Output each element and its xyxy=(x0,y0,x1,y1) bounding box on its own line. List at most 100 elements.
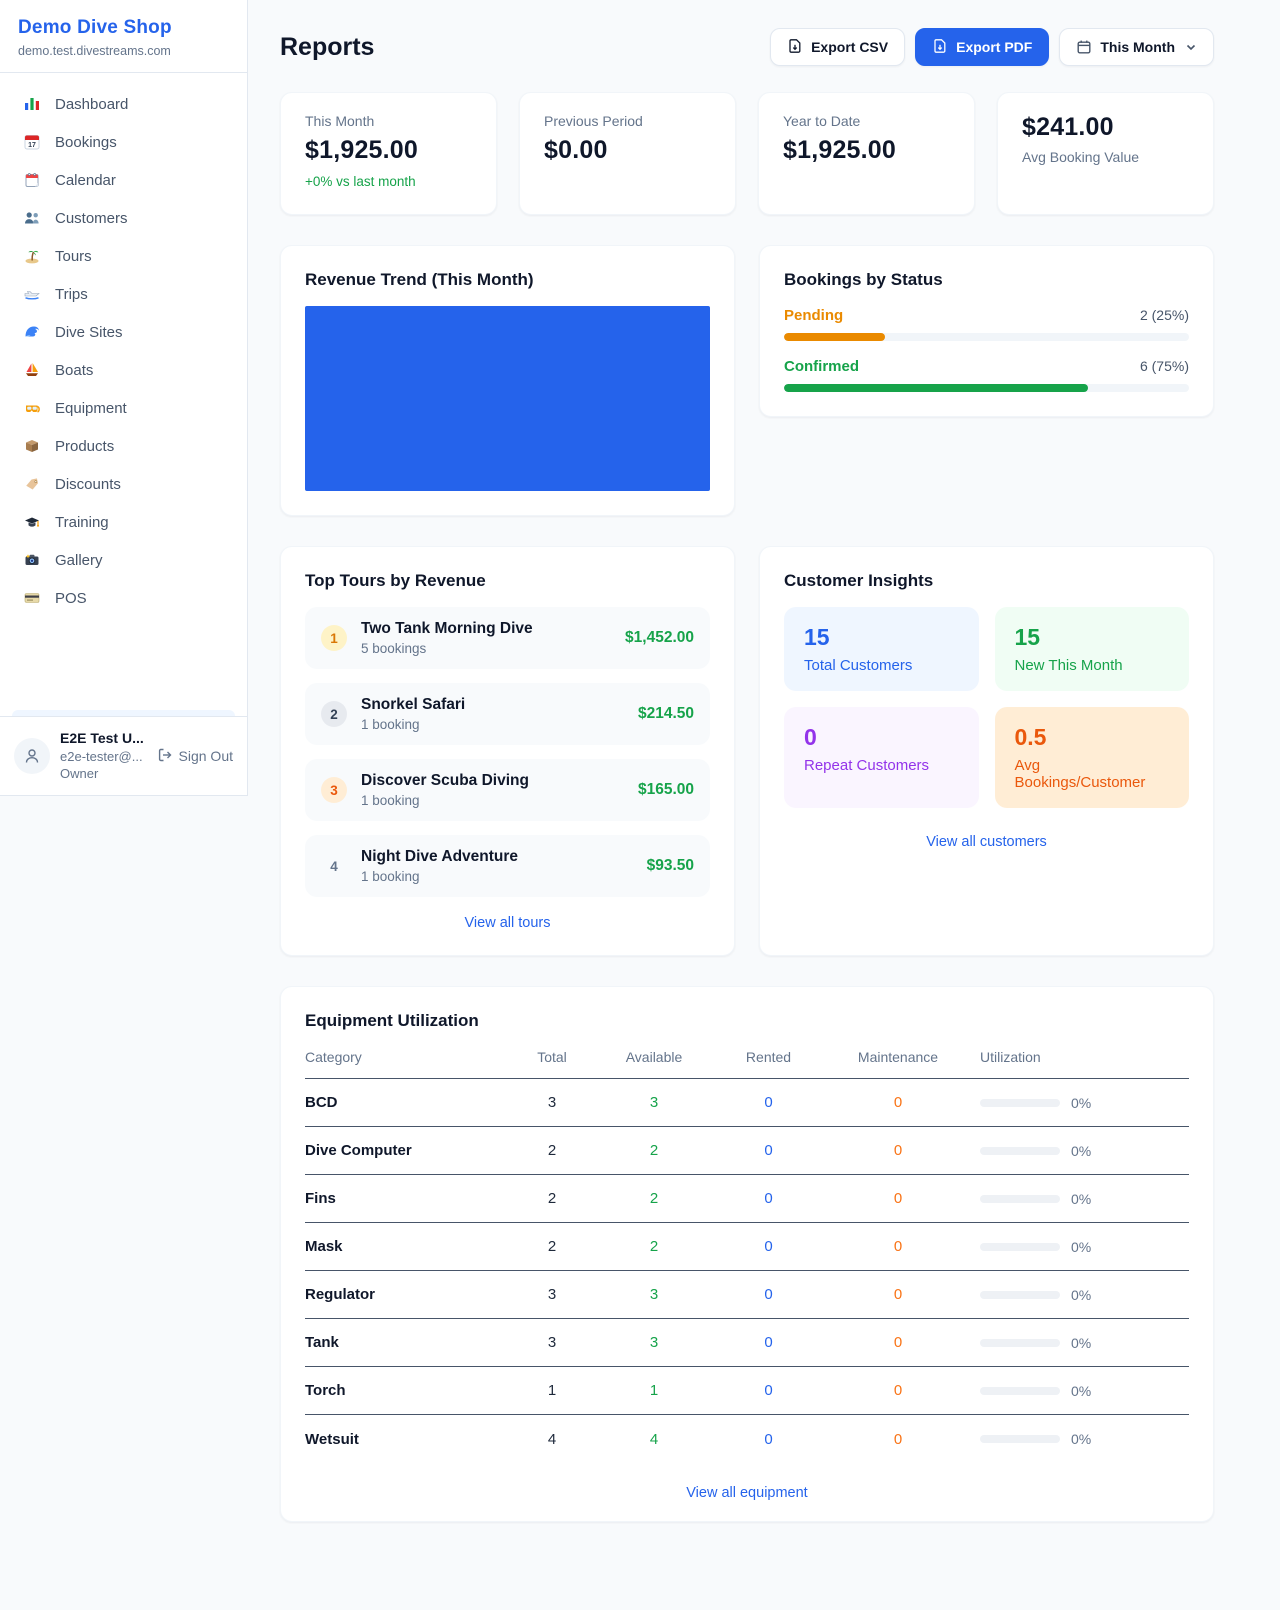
utilization-bar-track xyxy=(980,1338,1060,1347)
stat-value: $0.00 xyxy=(544,136,608,164)
sidebar-item-pos[interactable]: POS xyxy=(12,579,235,617)
equipment-table: Category Total Available Rented Maintena… xyxy=(305,1049,1189,1463)
equipment-total: 3 xyxy=(547,1286,557,1303)
tour-list: 1 Two Tank Morning Dive 5 bookings $1,45… xyxy=(305,607,710,897)
status-row-confirmed: Confirmed 6 (75%) xyxy=(784,358,1189,392)
user-name: E2E Test U... xyxy=(60,730,144,747)
export-pdf-button[interactable]: Export PDF xyxy=(915,28,1050,66)
equipment-rented: 0 xyxy=(764,1190,773,1207)
sidebar-item-products[interactable]: Products xyxy=(12,427,235,465)
sidebar-item-label: Discounts xyxy=(55,475,121,493)
sidebar-item-gallery[interactable]: Gallery xyxy=(12,541,235,579)
rank-badge: 4 xyxy=(330,858,338,874)
sidebar-item-calendar[interactable]: Calendar xyxy=(12,161,235,199)
equipment-maintenance: 0 xyxy=(893,1238,903,1255)
equipment-utilization-cell: 0% xyxy=(980,1095,1189,1111)
page-title: Reports xyxy=(280,32,375,61)
top-tours-title: Top Tours by Revenue xyxy=(305,571,486,590)
equipment-total: 2 xyxy=(547,1238,557,1255)
equipment-available: 3 xyxy=(649,1334,659,1351)
equipment-available: 3 xyxy=(649,1286,659,1303)
sidebar-nav: Dashboard 17 Bookings Calendar Customers… xyxy=(0,73,247,710)
insight-label: Repeat Customers xyxy=(804,757,930,774)
equipment-total: 1 xyxy=(547,1382,557,1399)
sidebar-item-equipment[interactable]: Equipment xyxy=(12,389,235,427)
stat-card-year-to-date: Year to Date $1,925.00 xyxy=(758,92,975,215)
insight-value: 0.5 xyxy=(1014,724,1047,750)
sign-out-icon xyxy=(157,747,173,766)
equipment-total: 2 xyxy=(547,1190,557,1207)
utilization-percent: 0% xyxy=(1071,1238,1092,1255)
stat-cards: This Month $1,925.00 +0% vs last month P… xyxy=(280,92,1214,215)
table-row: Regulator 3 3 0 0 0% xyxy=(305,1271,1189,1319)
equipment-category: Mask xyxy=(305,1238,343,1255)
stat-card-avg-booking-value: $241.00 Avg Booking Value xyxy=(997,92,1214,215)
revenue-trend-title: Revenue Trend (This Month) xyxy=(305,270,534,289)
table-row: Tank 3 3 0 0 0% xyxy=(305,1319,1189,1367)
insight-tile-new-this-month: 15 New This Month xyxy=(994,607,1189,691)
equipment-category: Fins xyxy=(305,1190,336,1207)
column-header: Rented xyxy=(745,1049,792,1065)
equipment-utilization-cell: 0% xyxy=(980,1143,1189,1159)
equipment-available: 2 xyxy=(649,1238,659,1255)
bookings-by-status-card: Bookings by Status Pending 2 (25%) Confi… xyxy=(759,245,1214,417)
sidebar-item-label: Products xyxy=(55,437,115,455)
equipment-total: 4 xyxy=(547,1430,557,1448)
active-nav-highlight[interactable] xyxy=(12,710,235,717)
user-info: E2E Test U... e2e-tester@... Owner xyxy=(60,729,147,783)
status-bar-fill xyxy=(784,384,1088,392)
sign-out-button[interactable]: Sign Out xyxy=(157,747,233,766)
equipment-rented: 0 xyxy=(764,1238,773,1255)
equipment-utilization-cell: 0% xyxy=(980,1287,1189,1303)
sidebar-item-label: Training xyxy=(55,513,109,531)
file-download-icon xyxy=(932,38,948,57)
sidebar-item-training[interactable]: Training xyxy=(12,503,235,541)
sidebar-item-boats[interactable]: Boats xyxy=(12,351,235,389)
export-csv-button[interactable]: Export CSV xyxy=(770,28,906,66)
utilization-percent: 0% xyxy=(1071,1142,1092,1159)
sidebar-item-dive-sites[interactable]: Dive Sites xyxy=(12,313,235,351)
export-pdf-label: Export PDF xyxy=(956,39,1033,55)
column-header: Category xyxy=(305,1049,362,1065)
island-icon xyxy=(22,247,42,265)
view-all-equipment-link[interactable]: View all equipment xyxy=(686,1485,808,1501)
utilization-bar-track xyxy=(980,1194,1060,1203)
tour-name: Two Tank Morning Dive xyxy=(361,620,533,637)
sailboat-icon xyxy=(22,361,42,379)
view-all-customers-link[interactable]: View all customers xyxy=(926,834,1047,850)
tour-bookings: 1 booking xyxy=(361,793,420,808)
page-header: Reports Export CSV Export PDF This Month xyxy=(280,28,1214,66)
sidebar-item-label: Boats xyxy=(55,361,94,379)
sidebar-header: Demo Dive Shop demo.test.divestreams.com xyxy=(0,0,247,73)
tour-list-item: 4 Night Dive Adventure 1 booking $93.50 xyxy=(305,835,710,897)
sidebar-item-discounts[interactable]: Discounts xyxy=(12,465,235,503)
view-all-tours-link[interactable]: View all tours xyxy=(464,915,551,931)
equipment-maintenance: 0 xyxy=(893,1190,903,1207)
equipment-maintenance: 0 xyxy=(893,1094,903,1111)
equipment-category: Torch xyxy=(305,1382,346,1399)
sidebar-item-label: Calendar xyxy=(55,171,116,189)
sidebar-item-bookings[interactable]: 17 Bookings xyxy=(12,123,235,161)
tour-bookings: 5 bookings xyxy=(361,641,427,656)
rank-badge: 2 xyxy=(321,701,347,727)
tour-revenue: $1,452.00 xyxy=(625,629,694,646)
sidebar-item-customers[interactable]: Customers xyxy=(12,199,235,237)
insight-tile-repeat-customers: 0 Repeat Customers xyxy=(784,707,979,808)
equipment-available: 2 xyxy=(649,1142,659,1159)
sidebar-item-label: POS xyxy=(55,589,87,607)
customer-insights-title: Customer Insights xyxy=(784,571,934,590)
period-select[interactable]: This Month xyxy=(1059,28,1214,66)
stat-card-this-month: This Month $1,925.00 +0% vs last month xyxy=(280,92,497,215)
main-content: Reports Export CSV Export PDF This Month… xyxy=(248,0,1280,1522)
shop-domain: demo.test.divestreams.com xyxy=(18,44,171,58)
equipment-rented: 0 xyxy=(764,1142,773,1159)
svg-text:17: 17 xyxy=(28,142,36,149)
status-label: Confirmed xyxy=(784,358,859,375)
status-bar-fill xyxy=(784,333,886,341)
bookings-by-status-title: Bookings by Status xyxy=(784,270,943,289)
sidebar-item-dashboard[interactable]: Dashboard xyxy=(12,85,235,123)
sidebar-item-tours[interactable]: Tours xyxy=(12,237,235,275)
tour-revenue: $214.50 xyxy=(637,705,694,722)
sidebar-item-trips[interactable]: Trips xyxy=(12,275,235,313)
stat-value: $241.00 xyxy=(1022,113,1114,141)
